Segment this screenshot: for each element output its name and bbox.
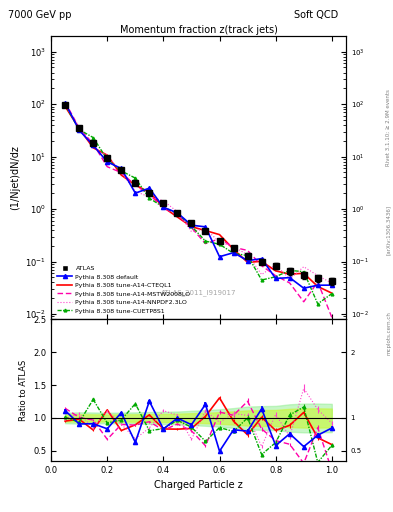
Text: Soft QCD: Soft QCD xyxy=(294,10,338,20)
Text: mcplots.cern.ch: mcplots.cern.ch xyxy=(386,311,391,355)
Title: Momentum fraction z(track jets): Momentum fraction z(track jets) xyxy=(119,25,277,35)
Text: ATLAS_2011_I919017: ATLAS_2011_I919017 xyxy=(161,290,236,296)
Y-axis label: Ratio to ATLAS: Ratio to ATLAS xyxy=(18,359,28,420)
Text: [arXiv:1306.3436]: [arXiv:1306.3436] xyxy=(386,205,391,255)
Text: 7000 GeV pp: 7000 GeV pp xyxy=(8,10,72,20)
Y-axis label: (1/Njet)dN/dz: (1/Njet)dN/dz xyxy=(10,145,20,210)
X-axis label: Charged Particle z: Charged Particle z xyxy=(154,480,243,490)
Legend: ATLAS, Pythia 8.308 default, Pythia 8.308 tune-A14-CTEQL1, Pythia 8.308 tune-A14: ATLAS, Pythia 8.308 default, Pythia 8.30… xyxy=(54,263,193,316)
Text: Rivet 3.1.10; ≥ 2.9M events: Rivet 3.1.10; ≥ 2.9M events xyxy=(386,90,391,166)
